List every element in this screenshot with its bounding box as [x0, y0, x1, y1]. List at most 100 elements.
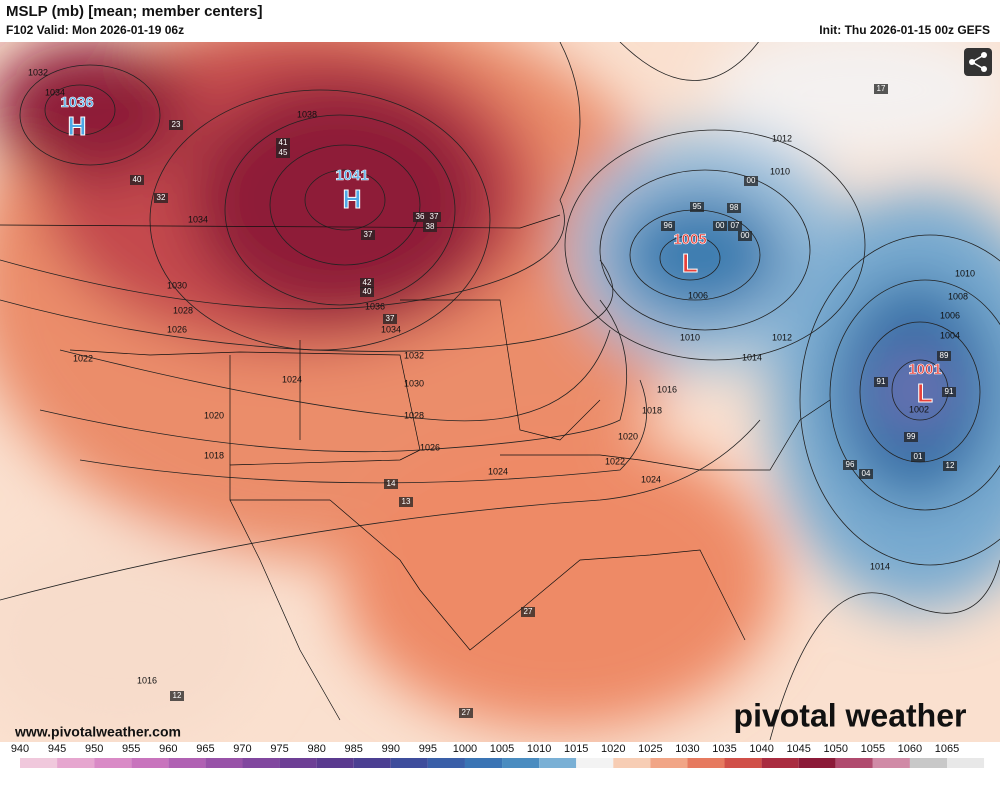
isobar-label: 1038	[297, 109, 317, 119]
colorbar-segment	[279, 758, 317, 768]
colorbar-tick-label: 1010	[527, 743, 551, 755]
colorbar-segment	[761, 758, 799, 768]
colorbar-segment	[168, 758, 206, 768]
center-pressure: 1001	[908, 361, 941, 378]
isobar-label: 1014	[870, 561, 890, 571]
member-label-box	[384, 479, 398, 489]
colorbar-segment	[94, 758, 132, 768]
isobar-label: 1032	[28, 67, 48, 77]
map-title: MSLP (mb) [mean; member centers]	[6, 3, 262, 20]
colorbar-tick-label: 985	[345, 743, 363, 755]
colorbar-segment	[650, 758, 688, 768]
member-label-box	[937, 351, 951, 361]
colorbar-tick-label: 1060	[898, 743, 922, 755]
colorbar-segment	[835, 758, 873, 768]
member-center-label: 27	[462, 708, 471, 717]
colorbar-segment	[242, 758, 280, 768]
isobar-label: 1020	[204, 410, 224, 420]
colorbar-segment	[316, 758, 354, 768]
isobar-label: 1010	[680, 332, 700, 342]
member-label-box	[713, 221, 727, 231]
colorbar-segment	[427, 758, 465, 768]
colorbar-segment	[353, 758, 391, 768]
isobar-label: 1010	[955, 268, 975, 278]
member-center-label: 14	[387, 479, 396, 488]
isobar-label: 1018	[204, 450, 224, 460]
member-label-box	[728, 221, 742, 231]
member-center-label: 00	[741, 231, 750, 240]
share-icon[interactable]	[964, 48, 992, 76]
website-url: www.pivotalweather.com	[14, 724, 181, 740]
colorbar-segment	[131, 758, 169, 768]
colorbar-segment	[390, 758, 428, 768]
member-label-box	[170, 691, 184, 701]
member-label-box	[521, 607, 535, 617]
isobar-label: 1024	[488, 466, 508, 476]
member-label-box	[360, 287, 374, 297]
colorbar-tick-label: 1025	[638, 743, 662, 755]
isobar-label: 1028	[404, 410, 424, 420]
colorbar-tick-label: 1020	[601, 743, 625, 755]
colorbar-tick-label: 995	[419, 743, 437, 755]
colorbar-segment	[613, 758, 651, 768]
member-center-label: 17	[877, 84, 886, 93]
isobar-label: 1022	[73, 353, 93, 363]
isobar-label: 1002	[909, 404, 929, 414]
member-center-label: 96	[846, 460, 855, 469]
colorbar-segment	[57, 758, 95, 768]
member-center-label: 36	[416, 212, 425, 221]
colorbar-segment	[464, 758, 503, 768]
member-label-box	[427, 212, 441, 222]
member-center-label: 37	[430, 212, 439, 221]
isobar-label: 1006	[688, 290, 708, 300]
member-center-label: 37	[364, 230, 373, 239]
member-label-box	[738, 231, 752, 241]
member-center-label: 04	[862, 469, 871, 478]
member-center-label: 96	[664, 221, 673, 230]
member-center-label: 23	[172, 120, 181, 129]
center-letter: L	[682, 248, 698, 278]
member-center-label: 38	[426, 222, 435, 231]
member-center-label: 98	[730, 203, 739, 212]
member-label-box	[874, 377, 888, 387]
isobar-label: 1024	[282, 374, 302, 384]
colorbar-tick-label: 1040	[749, 743, 773, 755]
member-center-label: 99	[907, 432, 916, 441]
member-label-box	[843, 460, 857, 470]
member-center-label: 01	[914, 452, 923, 461]
colorbar-segment	[798, 758, 836, 768]
colorbar-tick-label: 975	[270, 743, 288, 755]
member-center-label: 00	[747, 176, 756, 185]
member-label-box	[399, 497, 413, 507]
pressure-field	[0, 42, 1000, 742]
colorbar-segment	[724, 758, 762, 768]
center-pressure: 1036	[60, 94, 93, 111]
colorbar-tick-label: 1050	[824, 743, 848, 755]
member-label-box	[942, 387, 956, 397]
center-pressure: 1005	[673, 231, 706, 248]
member-center-label: 12	[173, 691, 182, 700]
isobar-label: 1010	[770, 166, 790, 176]
member-label-box	[361, 230, 375, 240]
member-center-label: 13	[402, 497, 411, 506]
isobar-label: 1016	[657, 384, 677, 394]
colorbar-tick-label: 1055	[861, 743, 885, 755]
member-center-label: 12	[946, 461, 955, 470]
colorbar-segment	[947, 758, 985, 768]
member-label-box	[169, 120, 183, 130]
center-pressure: 1041	[335, 167, 368, 184]
member-label-box	[874, 84, 888, 94]
member-center-label: 00	[716, 221, 725, 230]
isobar-label: 1028	[173, 305, 193, 315]
share-button[interactable]	[964, 48, 992, 76]
member-label-box	[943, 461, 957, 471]
colorbar-tick-label: 965	[196, 743, 214, 755]
colorbar-tick-label: 970	[233, 743, 251, 755]
member-label-box	[360, 278, 374, 288]
member-label-box	[727, 203, 741, 213]
isobar-label: 1026	[420, 442, 440, 452]
colorbar-tick-label: 955	[122, 743, 140, 755]
isobar-label: 1022	[605, 456, 625, 466]
colorbar-segment	[20, 758, 58, 768]
colorbar-tick-label: 990	[382, 743, 400, 755]
